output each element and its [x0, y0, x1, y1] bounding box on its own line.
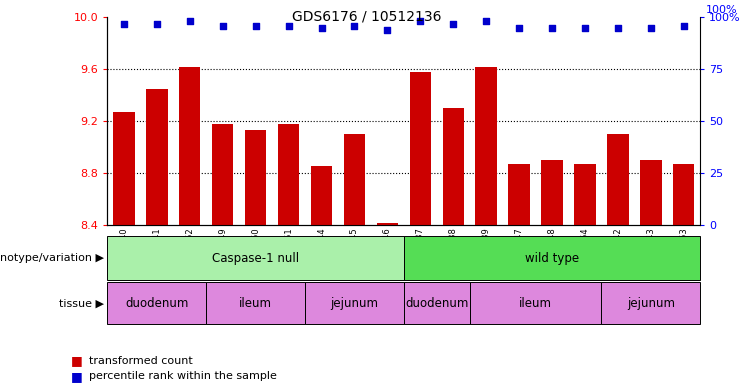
Bar [245, 130, 266, 225]
Bar [305, 282, 404, 324]
Bar [442, 108, 464, 225]
Bar [113, 112, 135, 225]
Text: ileum: ileum [239, 297, 272, 310]
Text: wild type: wild type [525, 252, 579, 265]
Point [480, 18, 492, 25]
Point [546, 25, 558, 31]
Point [414, 18, 426, 25]
Point [645, 25, 657, 31]
Bar [344, 134, 365, 225]
Bar [508, 164, 530, 225]
Point [579, 25, 591, 31]
Bar [404, 282, 470, 324]
Text: ■: ■ [70, 370, 82, 383]
Bar [476, 66, 497, 225]
Point [612, 25, 624, 31]
Bar [602, 282, 700, 324]
Bar [107, 282, 206, 324]
Point [316, 25, 328, 31]
Point [118, 20, 130, 26]
Text: genotype/variation ▶: genotype/variation ▶ [0, 253, 104, 263]
Bar [212, 124, 233, 225]
Point [282, 23, 294, 29]
Text: jejunum: jejunum [627, 297, 675, 310]
Text: percentile rank within the sample: percentile rank within the sample [89, 371, 277, 381]
Text: GDS6176 / 10512136: GDS6176 / 10512136 [292, 10, 442, 23]
Point [250, 23, 262, 29]
Point [448, 20, 459, 26]
Bar [673, 164, 694, 225]
Bar [310, 166, 332, 225]
Bar [278, 124, 299, 225]
Bar [404, 236, 700, 280]
Text: ■: ■ [70, 354, 82, 367]
Text: duodenum: duodenum [125, 297, 188, 310]
Bar [107, 236, 404, 280]
Bar [470, 282, 602, 324]
Point [217, 23, 229, 29]
Bar [206, 282, 305, 324]
Text: duodenum: duodenum [405, 297, 468, 310]
Point [184, 18, 196, 25]
Text: tissue ▶: tissue ▶ [59, 298, 104, 308]
Text: transformed count: transformed count [89, 356, 193, 366]
Point [678, 23, 690, 29]
Bar [376, 223, 398, 225]
Text: ileum: ileum [519, 297, 552, 310]
Point [382, 26, 393, 33]
Point [151, 20, 163, 26]
Point [514, 25, 525, 31]
Point [348, 23, 360, 29]
Text: 100%: 100% [705, 5, 737, 15]
Text: Caspase-1 null: Caspase-1 null [212, 252, 299, 265]
Bar [640, 160, 662, 225]
Bar [179, 66, 201, 225]
Bar [542, 160, 562, 225]
Bar [146, 89, 167, 225]
Bar [607, 134, 628, 225]
Text: jejunum: jejunum [330, 297, 379, 310]
Bar [410, 72, 431, 225]
Bar [574, 164, 596, 225]
